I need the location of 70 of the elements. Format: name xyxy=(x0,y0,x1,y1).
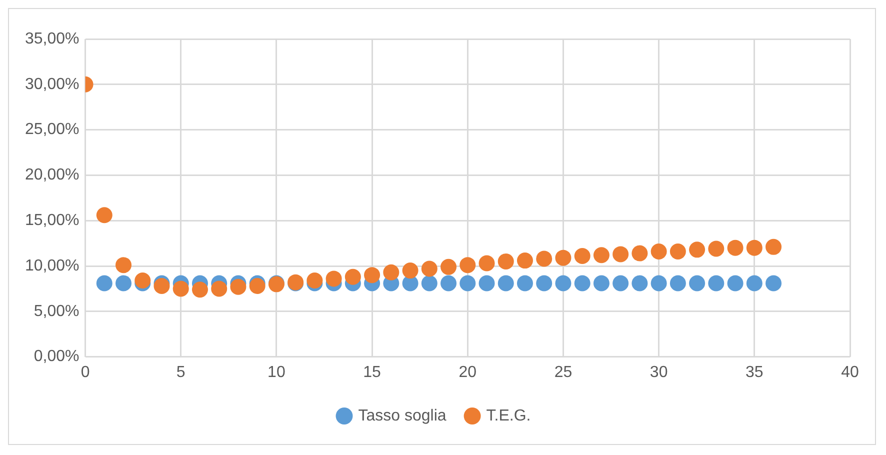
point xyxy=(211,280,228,297)
point xyxy=(440,275,457,292)
point xyxy=(536,275,552,292)
point xyxy=(555,250,572,266)
point xyxy=(516,275,533,292)
point xyxy=(708,275,724,292)
point xyxy=(574,248,590,264)
point xyxy=(727,240,744,256)
y-tick-label: 15,00% xyxy=(25,212,80,230)
point xyxy=(650,275,667,292)
x-tick-label: 15 xyxy=(363,364,382,381)
point xyxy=(326,270,342,287)
point xyxy=(344,268,361,285)
point xyxy=(440,258,457,275)
y-tick-label: 0,00% xyxy=(34,348,80,366)
point xyxy=(536,250,552,267)
x-tick-label: 0 xyxy=(80,364,90,381)
point xyxy=(746,275,762,292)
point xyxy=(670,243,686,260)
point xyxy=(478,255,495,272)
y-tick-label: 25,00% xyxy=(25,121,80,138)
point xyxy=(421,275,438,292)
x-tick-label: 40 xyxy=(841,364,859,381)
point xyxy=(593,247,610,264)
point xyxy=(650,243,667,260)
point xyxy=(364,267,380,284)
point xyxy=(689,242,706,258)
point xyxy=(708,240,724,257)
x-tick-label: 20 xyxy=(458,364,477,381)
point xyxy=(421,260,438,277)
legend-label: Tasso soglia xyxy=(358,407,446,424)
point xyxy=(116,257,132,274)
point xyxy=(498,253,514,270)
point xyxy=(96,275,112,292)
y-tick-label: 30,00% xyxy=(25,76,80,93)
legend-label: T.E.G. xyxy=(486,407,531,424)
point xyxy=(402,262,418,279)
point xyxy=(460,275,476,292)
point xyxy=(612,246,629,262)
point xyxy=(460,257,476,274)
point xyxy=(230,278,246,295)
x-tick-label: 10 xyxy=(268,364,286,381)
point xyxy=(116,275,132,292)
point xyxy=(192,282,208,298)
y-tick-label: 20,00% xyxy=(25,166,80,184)
point xyxy=(689,275,706,292)
point xyxy=(383,264,400,280)
point xyxy=(593,275,610,292)
point xyxy=(632,275,648,292)
point xyxy=(516,252,533,269)
y-tick-label: 35,00% xyxy=(25,30,80,48)
point xyxy=(555,275,572,292)
point xyxy=(612,275,629,292)
x-tick-label: 25 xyxy=(554,364,572,381)
x-tick-label: 5 xyxy=(176,364,186,381)
point xyxy=(172,280,189,297)
point xyxy=(766,238,782,255)
x-tick-label: 30 xyxy=(650,364,668,381)
point xyxy=(727,275,744,292)
y-tick-label: 5,00% xyxy=(34,302,80,320)
x-tick-label: 35 xyxy=(746,364,764,381)
point xyxy=(632,245,648,262)
point xyxy=(746,240,762,256)
point xyxy=(96,207,112,224)
point xyxy=(498,275,514,292)
point xyxy=(478,275,495,292)
y-tick-label: 10,00% xyxy=(25,257,80,274)
point xyxy=(766,275,782,292)
point xyxy=(670,275,686,292)
point xyxy=(574,275,590,292)
